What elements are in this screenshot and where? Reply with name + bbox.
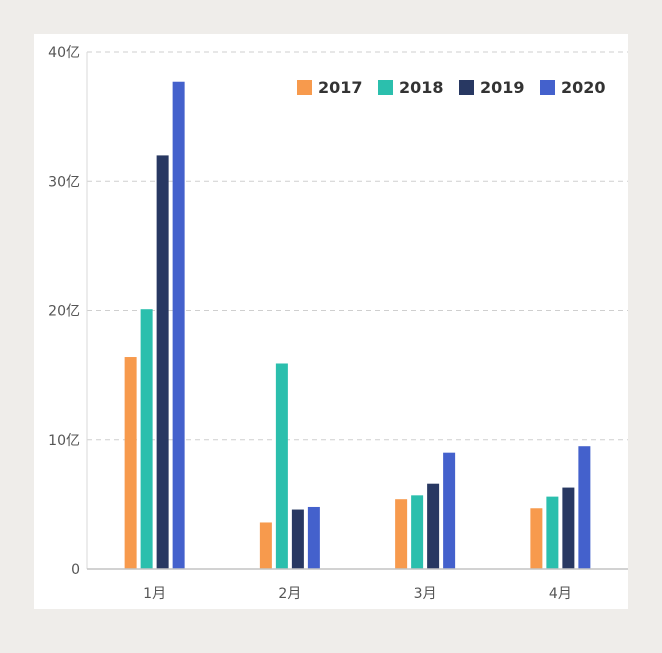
legend-item-2020: 2020 — [540, 78, 606, 97]
legend-item-2018: 2018 — [378, 78, 444, 97]
legend-swatch — [297, 80, 312, 95]
bar-2020-4 — [578, 446, 591, 569]
legend-label: 2017 — [318, 78, 363, 97]
bar-2018-3 — [411, 495, 424, 569]
bar-2017-4 — [530, 508, 543, 569]
y-tick-label: 20亿 — [48, 304, 80, 320]
bar-2017-2 — [259, 522, 272, 569]
bar-2019-1 — [156, 155, 169, 569]
legend-item-2017: 2017 — [297, 78, 363, 97]
legend-swatch — [459, 80, 474, 95]
x-tick-label: 1月 — [143, 586, 166, 602]
y-tick-label: 10亿 — [48, 433, 80, 449]
y-tick-label: 0 — [71, 562, 80, 578]
bar-2017-1 — [124, 357, 137, 569]
bar-2018-4 — [546, 496, 559, 569]
x-tick-label: 2月 — [278, 586, 301, 602]
y-tick-label: 30亿 — [48, 174, 80, 190]
bar-2017-3 — [395, 499, 408, 569]
bar-2020-1 — [172, 81, 185, 569]
y-tick-label: 40亿 — [48, 45, 80, 61]
x-tick-label: 4月 — [549, 586, 572, 602]
bar-2019-3 — [427, 483, 440, 569]
bar-2018-2 — [275, 363, 288, 569]
legend: 2017 2018 2019 2020 — [297, 78, 606, 97]
bar-chart: 0 10亿 20亿 30亿 40亿 1月 2月 3月 4月 2017 2018 2019 2020 — [48, 45, 628, 602]
x-tick-label: 3月 — [414, 586, 437, 602]
bar-2019-4 — [562, 487, 575, 569]
legend-label: 2019 — [480, 78, 525, 97]
y-axis-ticks: 0 10亿 20亿 30亿 40亿 — [48, 45, 80, 578]
legend-item-2019: 2019 — [459, 78, 525, 97]
bar-2019-2 — [291, 509, 304, 569]
chart-card: 0 10亿 20亿 30亿 40亿 1月 2月 3月 4月 2017 2018 2019 2020 — [34, 34, 628, 609]
x-axis-ticks: 1月 2月 3月 4月 — [143, 586, 572, 602]
bar-2020-2 — [307, 506, 320, 569]
legend-label: 2020 — [561, 78, 606, 97]
bar-2020-3 — [443, 452, 456, 569]
bars — [124, 81, 591, 569]
legend-label: 2018 — [399, 78, 444, 97]
bar-2018-1 — [140, 309, 153, 569]
legend-swatch — [378, 80, 393, 95]
legend-swatch — [540, 80, 555, 95]
